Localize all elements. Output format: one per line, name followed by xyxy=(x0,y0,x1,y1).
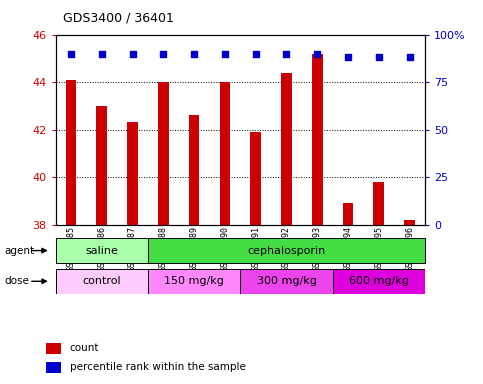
Bar xyxy=(241,269,333,294)
Text: 150 mg/kg: 150 mg/kg xyxy=(164,276,224,286)
Bar xyxy=(333,269,425,294)
Text: cephalosporin: cephalosporin xyxy=(247,245,326,256)
Bar xyxy=(219,82,230,225)
Bar xyxy=(148,238,425,263)
Text: agent: agent xyxy=(5,245,35,256)
Text: dose: dose xyxy=(5,276,30,286)
Bar xyxy=(127,122,138,225)
Bar xyxy=(404,220,415,225)
Bar xyxy=(189,115,199,225)
Text: percentile rank within the sample: percentile rank within the sample xyxy=(70,362,245,372)
Bar xyxy=(250,132,261,225)
Point xyxy=(128,51,136,57)
Text: saline: saline xyxy=(85,245,118,256)
Point xyxy=(406,54,413,60)
Point xyxy=(283,51,290,57)
Text: control: control xyxy=(83,276,121,286)
Text: GDS3400 / 36401: GDS3400 / 36401 xyxy=(63,12,174,25)
Point xyxy=(67,51,75,57)
Point xyxy=(221,51,229,57)
Point xyxy=(252,51,259,57)
Point xyxy=(344,54,352,60)
Point xyxy=(190,51,198,57)
Text: count: count xyxy=(70,343,99,353)
Bar xyxy=(96,106,107,225)
Bar xyxy=(342,203,354,225)
Bar xyxy=(66,80,76,225)
Point xyxy=(98,51,106,57)
Bar xyxy=(158,82,169,225)
Point xyxy=(313,51,321,57)
Bar xyxy=(46,343,61,354)
Bar xyxy=(148,269,241,294)
Point xyxy=(159,51,167,57)
Bar xyxy=(281,73,292,225)
Text: 300 mg/kg: 300 mg/kg xyxy=(256,276,316,286)
Bar xyxy=(46,362,61,373)
Bar xyxy=(312,54,323,225)
Bar xyxy=(56,269,148,294)
Bar xyxy=(56,238,148,263)
Bar xyxy=(373,182,384,225)
Text: 600 mg/kg: 600 mg/kg xyxy=(349,276,409,286)
Point xyxy=(375,54,383,60)
